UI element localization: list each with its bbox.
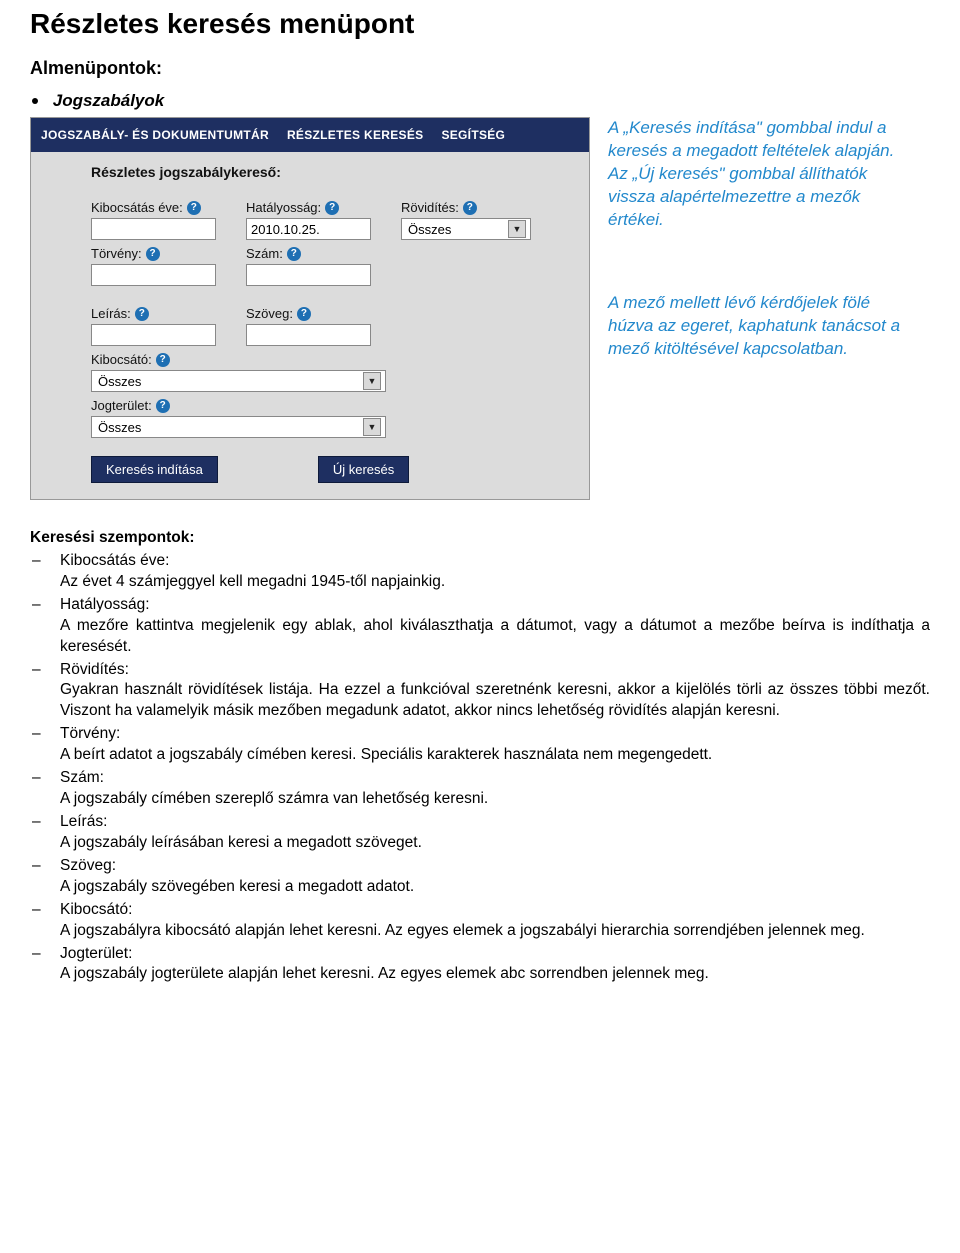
criteria-label: Szöveg: xyxy=(60,856,930,877)
top-navbar: JOGSZABÁLY- ÉS DOKUMENTUMTÁR RÉSZLETES K… xyxy=(31,118,589,152)
dash-icon: – xyxy=(30,595,60,658)
criteria-text: A jogszabály leírásában keresi a megadot… xyxy=(60,833,930,854)
help-icon[interactable]: ? xyxy=(287,247,301,261)
help-icon[interactable]: ? xyxy=(146,247,160,261)
criteria-item: –Szám:A jogszabály címében szereplő szám… xyxy=(30,768,930,810)
criteria-item: –Hatályosság:A mezőre kattintva megjelen… xyxy=(30,595,930,658)
help-icon[interactable]: ? xyxy=(463,201,477,215)
criteria-text: A beírt adatot a jogszabály címében kere… xyxy=(60,745,930,766)
jogterulet-select[interactable]: Összes ▼ xyxy=(91,416,386,438)
help-icon[interactable]: ? xyxy=(156,399,170,413)
dash-icon: – xyxy=(30,812,60,854)
new-search-button[interactable]: Új keresés xyxy=(318,456,409,483)
side-note-2: A mező mellett lévő kérdőjelek fölé húzv… xyxy=(608,292,908,361)
label-leiras: Leírás: xyxy=(91,306,131,321)
criteria-label: Jogterület: xyxy=(60,944,930,965)
nav-item-help[interactable]: SEGÍTSÉG xyxy=(441,128,505,142)
jogterulet-value: Összes xyxy=(98,420,141,435)
dash-icon: – xyxy=(30,900,60,942)
help-icon[interactable]: ? xyxy=(297,307,311,321)
help-icon[interactable]: ? xyxy=(187,201,201,215)
label-kibocsato: Kibocsátó: xyxy=(91,352,152,367)
nav-item-doclib[interactable]: JOGSZABÁLY- ÉS DOKUMENTUMTÁR xyxy=(41,128,269,142)
criteria-text: Gyakran használt rövidítések listája. Ha… xyxy=(60,680,930,722)
chevron-down-icon: ▼ xyxy=(363,372,381,390)
criteria-item: –Szöveg:A jogszabály szövegében keresi a… xyxy=(30,856,930,898)
criteria-label: Kibocsátó: xyxy=(60,900,930,921)
sub-heading: Almenüpontok: xyxy=(30,58,930,79)
criteria-text: Az évet 4 számjeggyel kell megadni 1945-… xyxy=(60,572,930,593)
label-szam: Szám: xyxy=(246,246,283,261)
dash-icon: – xyxy=(30,944,60,986)
criteria-item: –Kibocsátás éve:Az évet 4 számjeggyel ke… xyxy=(30,551,930,593)
help-icon[interactable]: ? xyxy=(135,307,149,321)
criteria-item: –Kibocsátó:A jogszabályra kibocsátó alap… xyxy=(30,900,930,942)
szoveg-input[interactable] xyxy=(246,324,371,346)
criteria-item: –Rövidítés:Gyakran használt rövidítések … xyxy=(30,660,930,723)
kibocsato-select[interactable]: Összes ▼ xyxy=(91,370,386,392)
help-icon[interactable]: ? xyxy=(156,353,170,367)
chevron-down-icon: ▼ xyxy=(363,418,381,436)
criteria-item: –Leírás:A jogszabály leírásában keresi a… xyxy=(30,812,930,854)
criteria-label: Szám: xyxy=(60,768,930,789)
bullet-dot-icon xyxy=(32,98,38,104)
search-form-panel: JOGSZABÁLY- ÉS DOKUMENTUMTÁR RÉSZLETES K… xyxy=(30,117,590,500)
label-rovidites: Rövidítés: xyxy=(401,200,459,215)
rovidites-value: Összes xyxy=(408,222,451,237)
criteria-label: Kibocsátás éve: xyxy=(60,551,930,572)
kibocsatas-input[interactable] xyxy=(91,218,216,240)
dash-icon: – xyxy=(30,856,60,898)
criteria-label: Hatályosság: xyxy=(60,595,930,616)
criteria-heading: Keresési szempontok: xyxy=(30,529,195,546)
help-icon[interactable]: ? xyxy=(325,201,339,215)
criteria-text: A jogszabály jogterülete alapján lehet k… xyxy=(60,964,930,985)
hatalyossag-input[interactable] xyxy=(246,218,371,240)
criteria-label: Rövidítés: xyxy=(60,660,930,681)
label-torveny: Törvény: xyxy=(91,246,142,261)
criteria-text: A jogszabály szövegében keresi a megadot… xyxy=(60,877,930,898)
dash-icon: – xyxy=(30,768,60,810)
label-hatalyossag: Hatályosság: xyxy=(246,200,321,215)
leiras-input[interactable] xyxy=(91,324,216,346)
bullet-item: Jogszabályok xyxy=(32,91,930,111)
criteria-text: A mezőre kattintva megjelenik egy ablak,… xyxy=(60,616,930,658)
criteria-list: –Kibocsátás éve:Az évet 4 számjeggyel ke… xyxy=(30,551,930,985)
chevron-down-icon: ▼ xyxy=(508,220,526,238)
kibocsato-value: Összes xyxy=(98,374,141,389)
dash-icon: – xyxy=(30,660,60,723)
criteria-item: –Jogterület:A jogszabály jogterülete ala… xyxy=(30,944,930,986)
label-szoveg: Szöveg: xyxy=(246,306,293,321)
criteria-item: –Törvény:A beírt adatot a jogszabály cím… xyxy=(30,724,930,766)
szam-input[interactable] xyxy=(246,264,371,286)
torveny-input[interactable] xyxy=(91,264,216,286)
rovidites-select[interactable]: Összes ▼ xyxy=(401,218,531,240)
dash-icon: – xyxy=(30,724,60,766)
nav-item-detailed-search[interactable]: RÉSZLETES KERESÉS xyxy=(287,128,423,142)
side-notes: A „Keresés indítása" gombbal indul a ker… xyxy=(608,117,908,421)
label-kibocsatas: Kibocsátás éve: xyxy=(91,200,183,215)
side-note-1: A „Keresés indítása" gombbal indul a ker… xyxy=(608,117,908,232)
bullet-label: Jogszabályok xyxy=(53,91,165,110)
criteria-label: Törvény: xyxy=(60,724,930,745)
dash-icon: – xyxy=(30,551,60,593)
criteria-text: A jogszabályra kibocsátó alapján lehet k… xyxy=(60,921,930,942)
form-heading: Részletes jogszabálykereső: xyxy=(91,164,575,180)
criteria-text: A jogszabály címében szereplő számra van… xyxy=(60,789,930,810)
page-title: Részletes keresés menüpont xyxy=(30,8,930,40)
search-start-button[interactable]: Keresés indítása xyxy=(91,456,218,483)
label-jogterulet: Jogterület: xyxy=(91,398,152,413)
criteria-label: Leírás: xyxy=(60,812,930,833)
